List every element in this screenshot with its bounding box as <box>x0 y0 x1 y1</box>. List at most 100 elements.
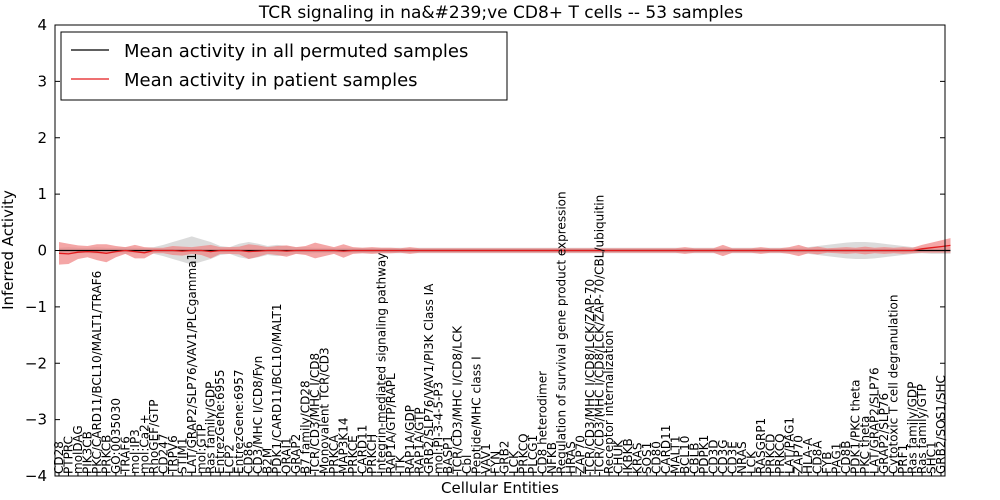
x-tick-label: MAP3K14 <box>337 417 351 474</box>
x-tick-label: SOS1 <box>640 442 654 474</box>
y-tick-label: −1 <box>25 298 47 316</box>
x-tick-label: TRPV6 <box>166 435 180 475</box>
x-tick-label: LCK <box>507 450 521 474</box>
x-tick-label: GRAP2 <box>289 434 303 474</box>
x-tick-label: CARD11 <box>659 425 673 474</box>
x-tick-label: TCR/CD3/MHC I/CD8/LCK/ZAP-70/CBL/ubiquit… <box>593 195 607 475</box>
x-tick-label: CD8B <box>839 441 853 475</box>
x-tick-label: GO:0035030 <box>109 398 123 474</box>
x-tick-label: PRKCH <box>365 434 379 474</box>
series-line-group <box>58 244 951 255</box>
x-tick-label: PRKCQ <box>773 433 787 474</box>
x-tick-label: ITK <box>393 454 407 474</box>
x-tick-label: ZAP70 <box>792 435 806 474</box>
x-tick-label: ZAP70 <box>574 435 588 474</box>
x-tick-label: BASP1 <box>441 435 455 474</box>
x-tick-label: Monovalent TCR/CD3 <box>318 347 332 474</box>
x-tick-label: LAT/PAG1 <box>782 417 796 474</box>
x-tick-label: LAT/GRAP2/SLP76/VAV1/PLCgamma1 <box>185 253 199 474</box>
x-tick-label: PLCG1 <box>526 435 540 474</box>
x-tick-label: RAP1A/GDP <box>403 405 417 474</box>
y-tick-label: −4 <box>25 467 47 485</box>
x-tick-label: Ras family/GTP <box>915 384 929 474</box>
x-tick-label: PRKCB <box>99 435 113 474</box>
x-tick-label: FYB <box>820 452 834 474</box>
y-tick-label: 0 <box>37 242 47 260</box>
x-tick-label: PRKCE <box>346 435 360 474</box>
x-tick-label: CD247 <box>156 433 170 474</box>
x-tick-label: MALT1 <box>669 435 683 474</box>
x-tick-label: TRAF6 <box>118 436 132 475</box>
y-tick-label: 2 <box>37 129 47 147</box>
x-tick-label: molDAG <box>71 425 85 474</box>
y-axis: 4 3 2 1 0 −1 −2 −3 −4 <box>25 16 945 485</box>
x-tick-label: IKBKB <box>621 438 635 474</box>
chart-title: TCR signaling in na&#239;ve CD8+ T cells… <box>258 3 743 23</box>
x-tick-label: PRF1 <box>896 444 910 474</box>
x-tick-label: PRKCQ <box>517 433 531 474</box>
x-tick-label: CD80 <box>650 441 664 474</box>
x-tick-label: mol:GTP <box>194 424 208 474</box>
x-tick-label: Integrin-mediated signaling pathway <box>375 253 389 474</box>
y-tick-label: 3 <box>37 72 47 90</box>
x-tick-label: LCP2 <box>223 444 237 474</box>
x-tick-label: CD3D <box>706 440 720 475</box>
x-tick-label: CARD11 <box>356 425 370 474</box>
x-tick-label: STIM1 <box>175 438 189 474</box>
x-tick-label: CD3E <box>725 441 739 474</box>
x-tick-label: RAP1A/GTP/RAPL <box>384 373 398 474</box>
x-tick-label: GRB2 <box>498 440 512 474</box>
y-tick-label: −3 <box>25 411 47 429</box>
x-tick-label: GRAP2/SLP76 <box>877 393 891 474</box>
band-patient <box>59 238 951 265</box>
x-tick-label: Ras family/GDP <box>906 382 920 474</box>
x-tick-label: mol:Ca2+ <box>137 414 151 474</box>
x-tick-label: PTPRC <box>62 436 76 474</box>
x-tick-label: CHUK <box>612 439 626 474</box>
y-tick-label: −2 <box>25 354 47 372</box>
x-tick-label: CD28 <box>52 441 66 474</box>
x-tick-label: TCR/CD3/MHC I/CD8/LCK <box>450 325 464 475</box>
x-tick-label: HLA-A <box>801 437 815 474</box>
x-tick-label: PDK1/CARD11/BCL10/MALT1 <box>270 304 284 474</box>
x-tick-label: Cbl <box>460 455 474 474</box>
x-tick-label: B2M <box>261 448 275 474</box>
x-tick-label: NFKB <box>545 442 559 474</box>
x-tick-label: CD8 heterodimer <box>536 371 550 474</box>
x-tick-label: GRB2/SLP76/VAV1/PI3K Class IA <box>422 283 436 474</box>
x-tick-label: PDPK1 <box>697 435 711 474</box>
x-tick-label: GRB2/SOS1/SHC <box>934 375 948 474</box>
x-tick-label: Peptide/MHC class I <box>469 356 483 474</box>
legend-label-patient: Mean activity in patient samples <box>124 70 418 91</box>
x-tick-label: Regulation of survival gene product expr… <box>555 191 569 474</box>
x-tick-label: RASGRP1 <box>754 418 768 474</box>
x-tick-label: PKC theta <box>858 416 872 474</box>
x-tick-label: PIK3CB <box>81 431 95 474</box>
x-tick-label: PRKCA <box>327 434 341 474</box>
x-tick-label: RAP1A/GTP <box>412 407 426 474</box>
x-tick-label: LAT/GRAP2/SLP76 <box>868 367 882 474</box>
x-tick-label: CD3G <box>716 439 730 474</box>
legend: Mean activity in all permuted samples Me… <box>60 31 508 101</box>
x-tick-label: CBLB <box>687 442 701 474</box>
y-tick-label: 4 <box>37 16 47 34</box>
y-axis-label: Inferred Activity <box>0 190 17 310</box>
x-tick-label: SHC1 <box>925 441 939 474</box>
legend-box <box>60 31 508 101</box>
x-tick-label: LCK <box>744 450 758 474</box>
x-tick-label: CD3/MHC I/CD8/Fyn <box>251 356 265 474</box>
x-axis-label: Cellular Entities <box>441 479 559 497</box>
x-tick-label: BCL10 <box>678 436 692 474</box>
x-tick-label: HRAS <box>564 441 578 474</box>
x-tick-label: CD86 <box>242 441 256 474</box>
x-tick-label: mol:IP3 <box>128 429 142 474</box>
x-tick-label: B7 family/CD28 <box>299 380 313 474</box>
x-tick-label: KRAS <box>631 442 645 474</box>
x-tick-label: ORAI1 <box>280 437 294 474</box>
x-tick-label: EntrezGene:6957 <box>232 370 246 475</box>
x-tick-label: PDK1/PKC theta <box>849 380 863 474</box>
x-tick-label: Receptor internalization <box>602 330 616 474</box>
x-tick-label: TCR/CD3/MHC I/CD8 <box>308 353 322 475</box>
x-tick-label: FYN <box>488 451 502 474</box>
